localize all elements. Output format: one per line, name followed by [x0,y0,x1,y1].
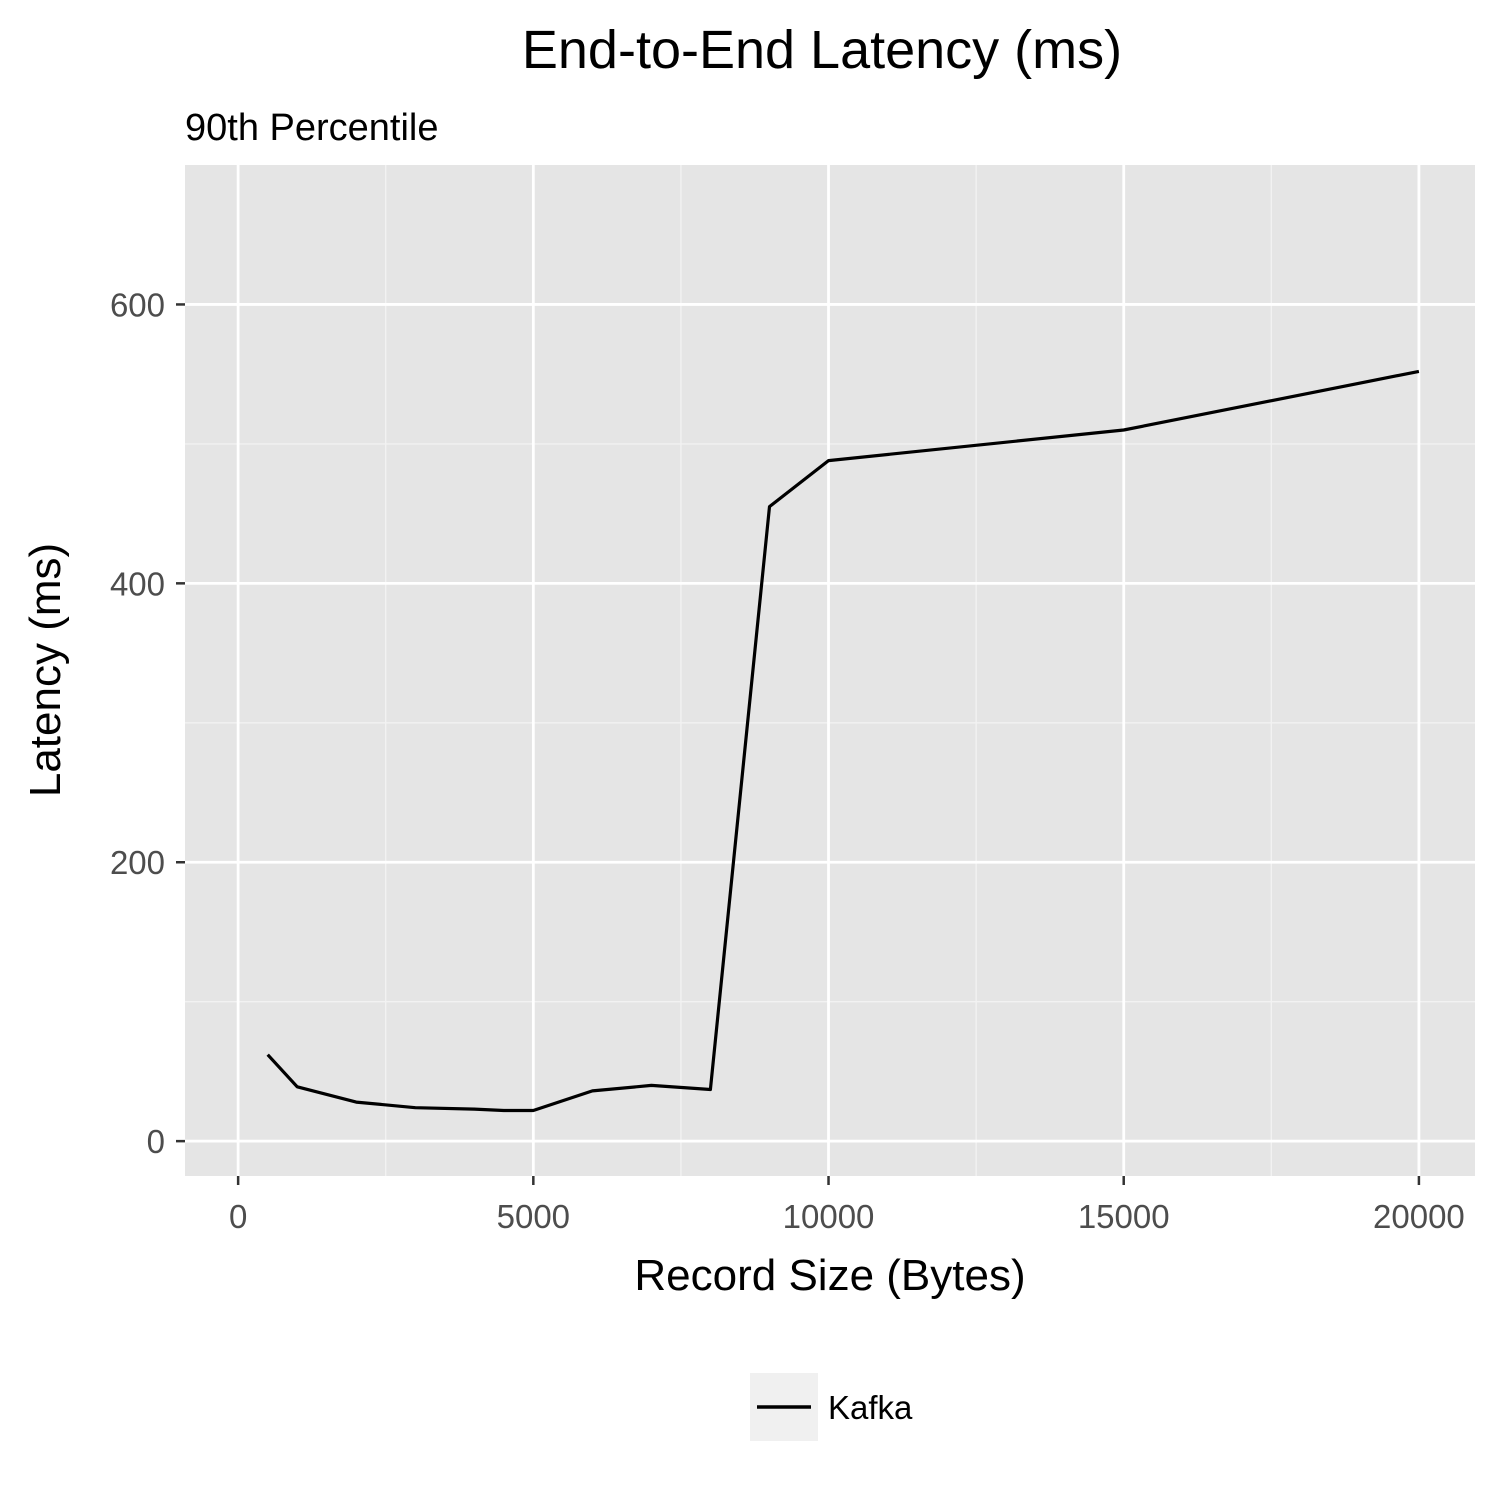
y-tick-label: 200 [110,844,165,881]
major-gridlines [185,165,1475,1176]
series-layer [266,369,1420,1113]
y-tick-label: 600 [110,286,165,323]
y-tick-label: 0 [147,1123,165,1160]
plot-panel [185,165,1475,1176]
series-line-kafka [266,369,1420,1113]
x-axis-title: Record Size (Bytes) [634,1251,1025,1300]
x-tick-label: 10000 [783,1198,875,1235]
x-tick-label: 5000 [497,1198,570,1235]
y-tick-label: 400 [110,565,165,602]
x-axis: 0 5000 10000 15000 20000 [229,1176,1465,1235]
x-tick-label: 20000 [1373,1198,1465,1235]
x-tick-label: 0 [229,1198,247,1235]
minor-gridlines [185,165,1475,1176]
x-tick-label: 15000 [1078,1198,1170,1235]
y-axis: 0 200 400 600 [110,286,185,1160]
legend-label-kafka: Kafka [828,1389,913,1426]
y-axis-title: Latency (ms) [21,543,70,797]
chart-subtitle: 90th Percentile [185,107,439,149]
chart-title: End-to-End Latency (ms) [522,20,1122,80]
legend: Kafka [750,1373,913,1441]
